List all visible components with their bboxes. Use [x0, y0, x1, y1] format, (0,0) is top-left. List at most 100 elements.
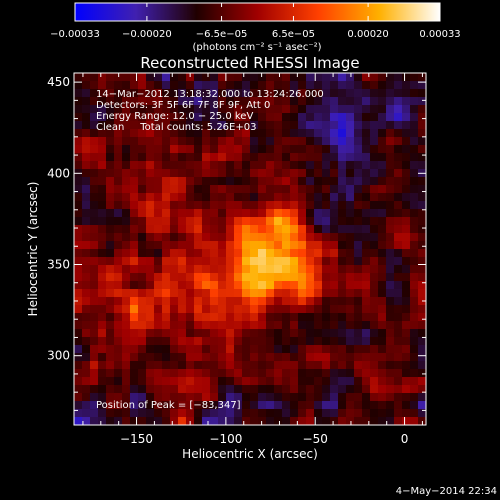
- heat-cell: [330, 97, 339, 106]
- heat-cell: [410, 273, 419, 282]
- heat-cell: [250, 401, 259, 410]
- heat-cell: [394, 305, 403, 314]
- heat-cell: [226, 393, 235, 402]
- heat-cell: [274, 401, 283, 410]
- heat-cell: [354, 177, 363, 186]
- heat-cell: [74, 113, 83, 122]
- heat-cell: [98, 177, 107, 186]
- heat-cell: [146, 177, 155, 186]
- heat-cell: [274, 121, 283, 130]
- heat-cell: [170, 113, 179, 122]
- heat-cell: [314, 417, 323, 425]
- heat-cell: [314, 321, 323, 330]
- heat-cell: [266, 297, 275, 306]
- heat-cell: [218, 193, 227, 202]
- heat-cell: [394, 81, 403, 90]
- heat-cell: [354, 369, 363, 378]
- heat-cell: [74, 361, 83, 370]
- heat-cell: [90, 193, 99, 202]
- heat-cell: [362, 113, 371, 122]
- heat-cell: [306, 409, 315, 418]
- heat-cell: [98, 305, 107, 314]
- heat-cell: [122, 385, 131, 394]
- heat-cell: [226, 297, 235, 306]
- heat-cell: [346, 233, 355, 242]
- heat-cell: [162, 161, 171, 170]
- heat-cell: [282, 81, 291, 90]
- heat-cell: [162, 225, 171, 234]
- heat-cell: [178, 321, 187, 330]
- heat-cell: [106, 161, 115, 170]
- heat-cell: [402, 105, 411, 114]
- heat-cell: [122, 337, 131, 346]
- heat-cell: [154, 89, 163, 98]
- heat-cell: [130, 169, 139, 178]
- heat-cell: [218, 337, 227, 346]
- heat-cell: [402, 273, 411, 282]
- heat-cell: [394, 377, 403, 386]
- heat-cell: [418, 289, 426, 298]
- heat-cell: [178, 281, 187, 290]
- heat-cell: [394, 121, 403, 130]
- heat-cell: [74, 241, 83, 250]
- heat-cell: [98, 145, 107, 154]
- heat-cell: [362, 377, 371, 386]
- heat-cell: [362, 169, 371, 178]
- heat-cell: [362, 265, 371, 274]
- heat-cell: [346, 353, 355, 362]
- heat-cell: [138, 329, 147, 338]
- heat-cell: [418, 225, 426, 234]
- heat-cell: [410, 249, 419, 258]
- heat-cell: [290, 361, 299, 370]
- heat-cell: [194, 289, 203, 298]
- heat-cell: [338, 225, 347, 234]
- heat-cell: [74, 145, 83, 154]
- heat-cell: [258, 313, 267, 322]
- heat-cell: [146, 233, 155, 242]
- heat-cell: [210, 249, 219, 258]
- heat-cell: [330, 209, 339, 218]
- heat-cell: [170, 241, 179, 250]
- heat-cell: [234, 401, 243, 410]
- heat-cell: [146, 81, 155, 90]
- heat-cell: [418, 257, 426, 266]
- heat-cell: [202, 409, 211, 418]
- heat-cell: [330, 281, 339, 290]
- heat-cell: [210, 345, 219, 354]
- heat-cell: [138, 209, 147, 218]
- heat-cell: [346, 161, 355, 170]
- heat-cell: [234, 153, 243, 162]
- heat-cell: [346, 185, 355, 194]
- heat-cell: [90, 321, 99, 330]
- heat-cell: [386, 161, 395, 170]
- heat-cell: [218, 265, 227, 274]
- heat-cell: [290, 265, 299, 274]
- heat-cell: [218, 209, 227, 218]
- heat-cell: [354, 377, 363, 386]
- heat-cell: [218, 313, 227, 322]
- heat-cell: [178, 313, 187, 322]
- heat-cell: [218, 233, 227, 242]
- heat-cell: [290, 217, 299, 226]
- heat-cell: [258, 337, 267, 346]
- heat-cell: [162, 409, 171, 418]
- heat-cell: [250, 345, 259, 354]
- heat-cell: [186, 217, 195, 226]
- heat-cell: [314, 273, 323, 282]
- heat-cell: [274, 385, 283, 394]
- heat-cell: [250, 337, 259, 346]
- heat-cell: [202, 241, 211, 250]
- heat-cell: [218, 161, 227, 170]
- heat-cell: [114, 409, 123, 418]
- colorbar-unit-label: (photons cm⁻² s⁻¹ asec⁻²): [192, 42, 321, 53]
- heat-cell: [194, 89, 203, 98]
- heat-cell: [218, 105, 227, 114]
- heat-cell: [298, 265, 307, 274]
- heat-cell: [394, 225, 403, 234]
- heat-cell: [186, 345, 195, 354]
- heat-cell: [314, 337, 323, 346]
- heat-cell: [338, 89, 347, 98]
- heat-cell: [338, 161, 347, 170]
- heat-cell: [322, 345, 331, 354]
- heat-cell: [122, 241, 131, 250]
